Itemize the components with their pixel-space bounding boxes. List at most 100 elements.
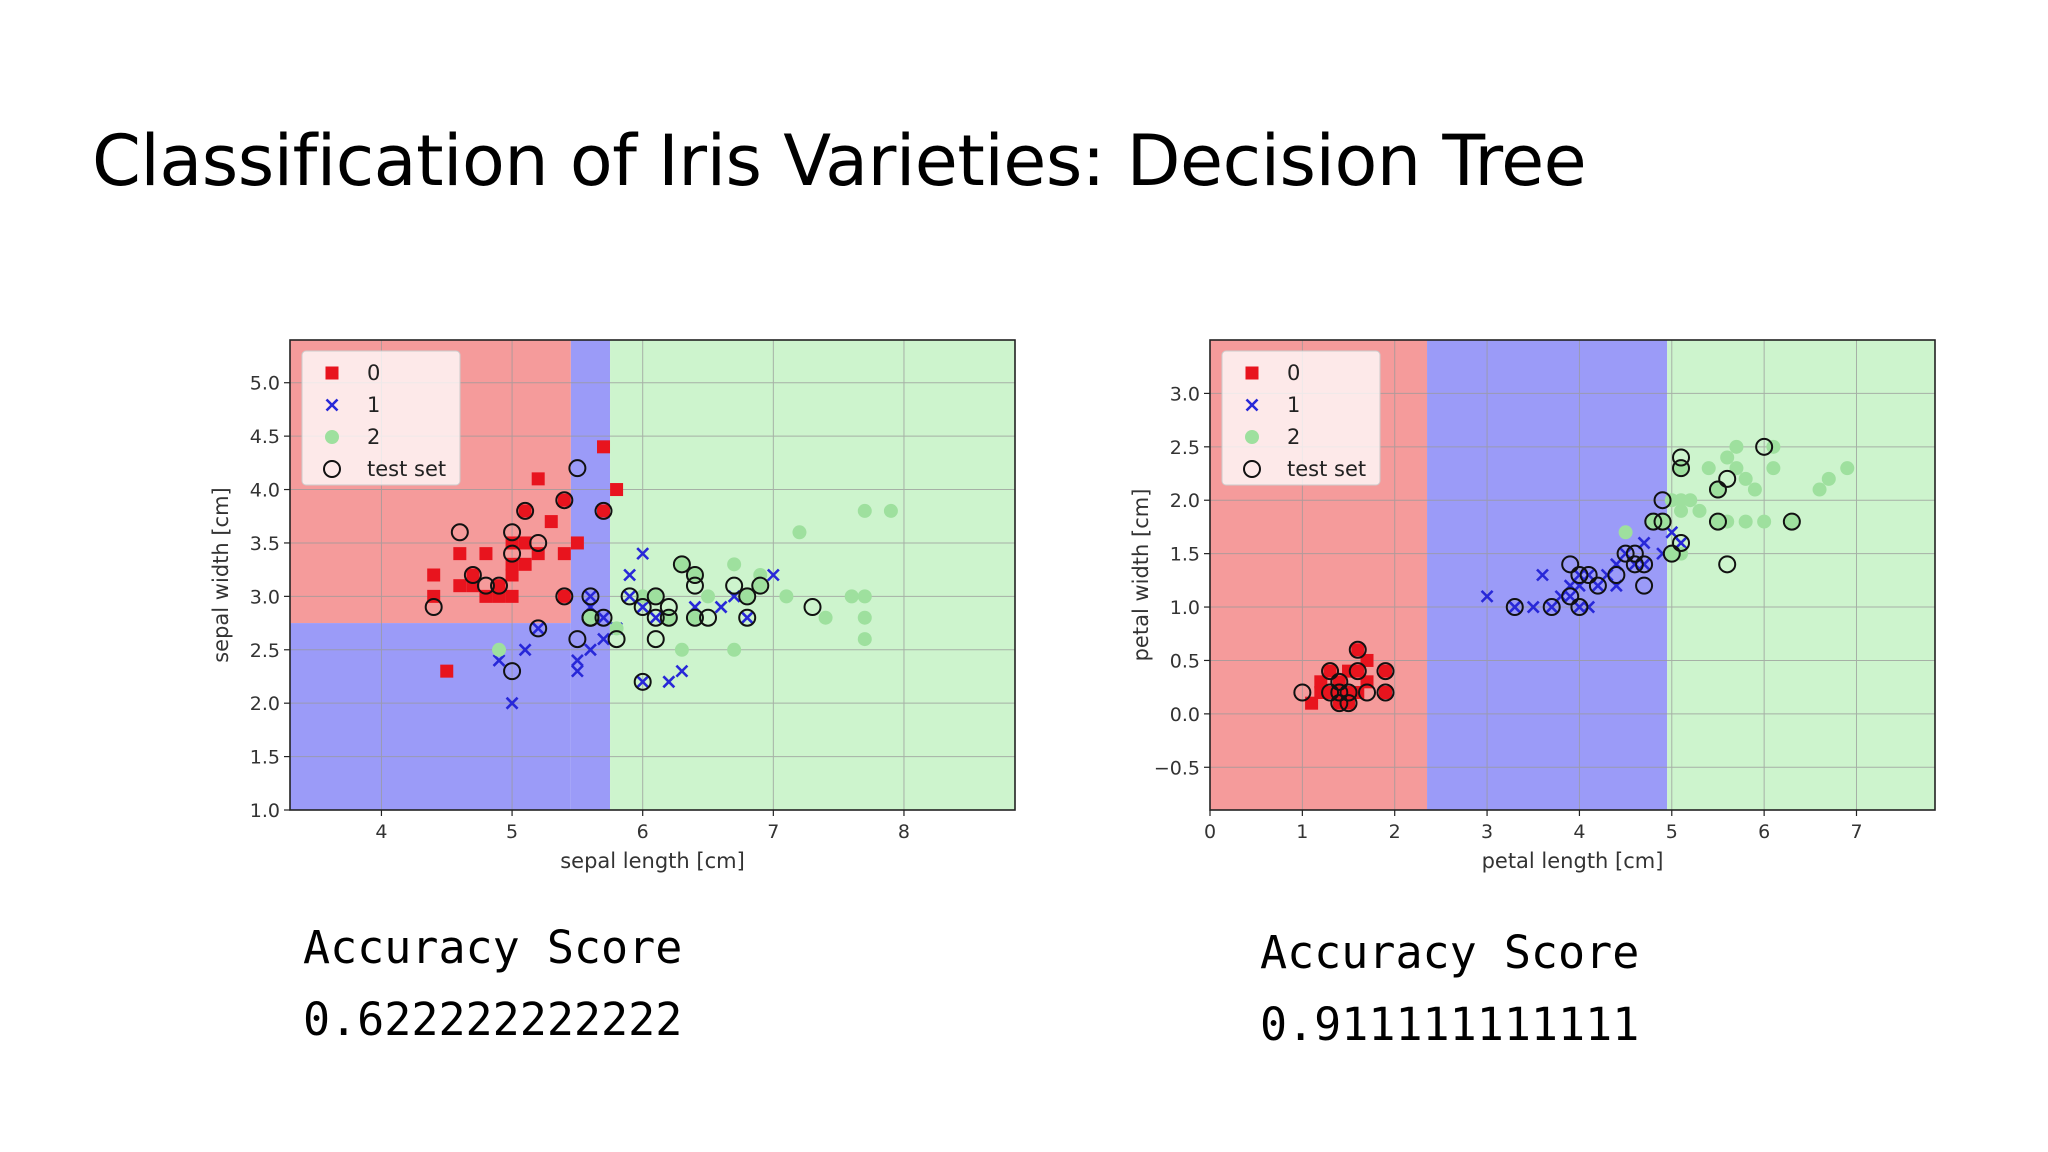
accuracy-score-right: Accuracy Score 0.911111111111: [1260, 917, 1639, 1061]
data-point-series-test-set: [529, 619, 548, 638]
data-point-series-test-set: [1708, 512, 1727, 531]
y-axis-label: sepal width [cm]: [209, 487, 233, 663]
data-point-series-1: [623, 589, 637, 603]
x-tick-label: 4: [1573, 821, 1585, 843]
plot-frame: [289, 339, 1016, 811]
legend-marker-2: [1245, 430, 1259, 444]
data-point-series-1: [597, 632, 610, 646]
y-tick-label: 2.0: [250, 693, 280, 715]
data-point-series-test-set: [1321, 683, 1340, 702]
sepal-scatter-plot: 4 5 6 7 8 1.0 1.5 2.0 2.5 3.0 3.5 4.0 4.5 5.0 sepal le…: [209, 339, 1016, 873]
data-point-series-test-set: [1625, 555, 1644, 574]
accuracy-score-label: Accuracy Score: [303, 921, 683, 974]
data-point-series-0: [440, 664, 454, 678]
data-point-series-1: [584, 643, 597, 657]
data-point-series-test-set: [1708, 480, 1727, 499]
legend-marker-0: [1245, 366, 1259, 380]
data-point-series-1: [505, 696, 519, 710]
data-point-series-0: [466, 568, 480, 582]
data-point-series-test-set: [1542, 598, 1561, 617]
decision-region-class-2: [1667, 340, 1935, 810]
data-point-series-test-set: [490, 576, 509, 595]
data-point-series-0: [492, 579, 506, 593]
legend-label: 2: [367, 425, 380, 449]
data-point-series-test-set: [1782, 512, 1801, 531]
data-point-series-2: [1784, 514, 1799, 529]
data-point-series-test-set: [555, 587, 574, 606]
data-point-series-1: [597, 611, 610, 625]
legend-marker-test-set: [1243, 460, 1261, 478]
data-point-series-0: [1360, 653, 1374, 667]
data-point-series-0: [597, 504, 611, 518]
data-point-series-0: [1378, 664, 1392, 678]
data-point-series-1: [1582, 600, 1596, 614]
data-point-series-test-set: [1330, 683, 1349, 702]
data-point-series-2: [1720, 514, 1735, 529]
data-point-series-1: [584, 589, 597, 603]
data-point-series-test-set: [633, 598, 652, 617]
legend-label: 1: [1287, 393, 1300, 417]
y-tick-label: 1.0: [1170, 597, 1200, 619]
data-point-series-test-set: [659, 598, 678, 617]
data-points: [1293, 437, 1855, 713]
data-point-series-test-set: [685, 566, 704, 584]
legend-box: [301, 350, 461, 486]
data-point-series-0: [518, 536, 532, 550]
data-point-series-0: [427, 568, 441, 582]
data-point-series-test-set: [1607, 566, 1626, 584]
data-point-series-2: [1655, 514, 1670, 529]
y-tick-label: 2.5: [250, 640, 280, 662]
decision-region-class-1: [570, 340, 611, 810]
data-point-series-1: [766, 568, 780, 582]
data-point-series-test-set: [646, 630, 665, 649]
accuracy-score-left: Accuracy Score 0.622222222222: [303, 912, 682, 1056]
data-point-series-0: [453, 579, 467, 593]
x-tick-label: 5: [1666, 821, 1678, 843]
data-point-series-test-set: [1718, 555, 1737, 574]
data-point-series-0: [1351, 686, 1365, 699]
data-point-series-0: [505, 589, 519, 603]
data-point-series-test-set: [450, 523, 469, 542]
decision-region-class-1: [290, 623, 571, 810]
x-tick-label: 7: [1850, 821, 1862, 843]
data-point-series-test-set: [738, 587, 757, 606]
data-point-series-test-set: [1293, 683, 1312, 702]
legend: 0 1 2 test set: [1221, 350, 1381, 486]
data-point-series-2: [1710, 482, 1725, 497]
data-point-series-2: [1738, 471, 1753, 486]
data-point-series-1: [636, 547, 650, 561]
data-point-series-test-set: [1330, 694, 1349, 713]
decision-region-class-2: [610, 340, 1015, 810]
x-tick-label: 5: [506, 821, 518, 843]
data-point-series-1: [636, 675, 650, 689]
data-point-series-0: [479, 547, 493, 561]
data-point-series-test-set: [503, 523, 522, 542]
y-tick-label: 3.0: [250, 586, 280, 608]
data-point-series-2: [818, 610, 833, 625]
data-point-series-test-set: [1672, 459, 1691, 478]
x-tick-label: 3: [1481, 821, 1493, 843]
data-point-series-test-set: [1561, 555, 1580, 574]
legend-box: [1221, 350, 1381, 486]
data-point-series-1: [531, 621, 545, 635]
data-point-series-2: [1720, 450, 1735, 465]
data-point-series-2: [857, 632, 872, 647]
data-point-series-test-set: [568, 630, 587, 649]
data-point-series-2: [857, 610, 872, 625]
data-point-series-2: [674, 642, 689, 657]
data-point-series-1: [518, 643, 532, 657]
data-point-series-test-set: [1672, 448, 1691, 467]
data-point-series-1: [570, 654, 584, 667]
data-point-series-test-set: [581, 587, 600, 606]
data-point-series-2: [844, 589, 859, 604]
data-point-series-0: [610, 483, 624, 497]
data-point-series-2: [740, 589, 755, 604]
x-axis-label: petal length [cm]: [1482, 849, 1664, 873]
legend-label: test set: [1287, 457, 1366, 481]
data-point-series-1: [662, 675, 676, 689]
accuracy-score-value: 0.911111111111: [1260, 998, 1640, 1051]
data-point-series-test-set: [1718, 469, 1737, 488]
data-point-series-2: [727, 557, 742, 572]
x-tick-label: 6: [637, 821, 649, 843]
data-point-series-test-set: [424, 598, 443, 617]
